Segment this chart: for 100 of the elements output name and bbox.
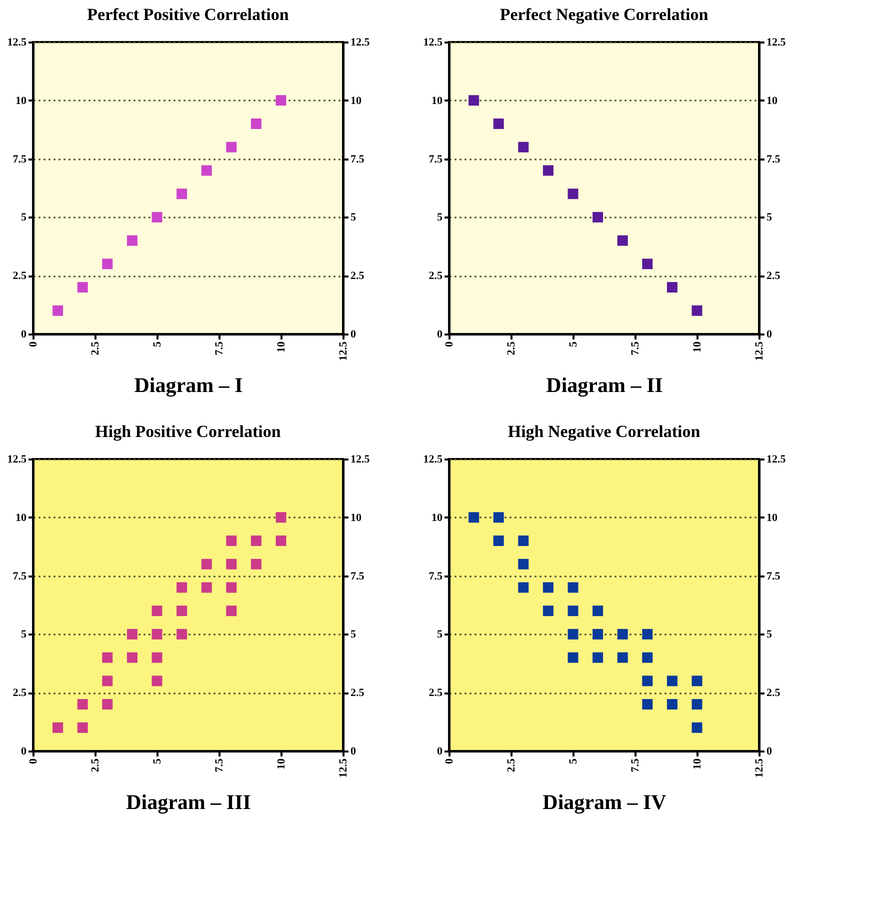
- y-tick-label: 10: [432, 94, 443, 107]
- y2-tick-label: 12.5: [350, 36, 370, 48]
- point: [226, 582, 237, 593]
- point: [152, 606, 162, 616]
- point: [568, 606, 578, 616]
- point: [542, 165, 554, 176]
- y2-tick-label: 5: [350, 212, 356, 224]
- y2-tick-label: 12.5: [766, 454, 786, 466]
- x-tick-label: 7.5: [214, 341, 226, 356]
- y2-tick-label: 10: [766, 512, 778, 524]
- y-tick-label: 12.5: [423, 454, 443, 466]
- point: [201, 558, 212, 570]
- y-tick-label: 2.5: [428, 270, 443, 282]
- point: [126, 628, 138, 640]
- y2-tick-label: 10: [350, 94, 362, 107]
- x-tick-label: 2.5: [90, 341, 102, 356]
- point: [176, 582, 188, 593]
- y2-tick-label: 2.5: [350, 687, 365, 700]
- y-tick-label: 5: [437, 628, 443, 641]
- point: [201, 165, 212, 176]
- point: [642, 258, 653, 270]
- point: [518, 582, 529, 593]
- x-tick-label: 5: [568, 341, 580, 347]
- chart-title: High Negative Correlation: [508, 422, 701, 441]
- point: [226, 606, 237, 616]
- point: [276, 95, 286, 106]
- point: [642, 699, 653, 710]
- x-tick-label: 12.5: [338, 341, 350, 361]
- point: [276, 536, 286, 546]
- point: [518, 558, 529, 570]
- point: [666, 676, 678, 686]
- point: [542, 582, 554, 593]
- point: [102, 258, 113, 270]
- x-tick-label: 10: [276, 758, 288, 770]
- point: [276, 512, 286, 523]
- y2-tick-label: 2.5: [766, 270, 781, 282]
- point: [493, 118, 504, 130]
- point: [77, 282, 88, 293]
- x-tick-label: 0: [28, 341, 40, 347]
- point: [642, 652, 653, 663]
- y2-tick-label: 10: [766, 94, 778, 107]
- point: [250, 118, 262, 130]
- point: [176, 606, 188, 616]
- point: [592, 652, 604, 663]
- chart-title: Perfect Positive Correlation: [87, 5, 290, 24]
- y2-tick-label: 2.5: [766, 687, 781, 700]
- point: [102, 676, 113, 686]
- point: [518, 536, 529, 546]
- point: [666, 699, 678, 710]
- y-tick-label: 7.5: [12, 153, 27, 166]
- point: [592, 606, 604, 616]
- point: [468, 512, 480, 523]
- point: [692, 722, 702, 733]
- point: [102, 699, 113, 710]
- x-tick-label: 5: [152, 341, 164, 347]
- y2-tick-label: 12.5: [766, 36, 786, 48]
- y2-tick-label: 7.5: [350, 570, 365, 582]
- y-tick-label: 12.5: [7, 454, 27, 466]
- y2-tick-label: 5: [350, 628, 356, 641]
- y-tick-label: 5: [21, 628, 27, 641]
- x-axis-title: Diagram – III: [126, 790, 251, 814]
- x-tick-label: 5: [152, 758, 164, 764]
- y2-tick-label: 5: [766, 212, 772, 224]
- point: [617, 628, 628, 640]
- point: [52, 722, 64, 733]
- y-tick-label: 12.5: [423, 36, 443, 48]
- y-tick-label: 7.5: [428, 570, 443, 582]
- point: [226, 142, 237, 152]
- point: [250, 536, 262, 546]
- point: [568, 652, 578, 663]
- point: [568, 628, 578, 640]
- y-tick-label: 2.5: [12, 270, 27, 282]
- x-tick-label: 2.5: [506, 758, 518, 772]
- y-tick-label: 12.5: [7, 36, 27, 48]
- y2-tick-label: 10: [350, 512, 362, 524]
- x-tick-label: 12.5: [338, 758, 350, 778]
- y2-tick-label: 7.5: [766, 570, 781, 582]
- x-tick-label: 12.5: [754, 758, 766, 778]
- point: [152, 628, 162, 640]
- y2-tick-label: 2.5: [350, 270, 365, 282]
- x-tick-label: 7.5: [214, 758, 226, 772]
- point: [152, 652, 162, 663]
- point: [692, 676, 702, 686]
- x-tick-label: 7.5: [630, 341, 642, 356]
- y-tick-label: 5: [21, 212, 27, 224]
- chart-title: Perfect Negative Correlation: [500, 5, 709, 24]
- y-tick-label: 2.5: [428, 687, 443, 700]
- point: [226, 558, 237, 570]
- y-tick-label: 7.5: [428, 153, 443, 166]
- x-tick-label: 2.5: [90, 758, 102, 772]
- point: [568, 582, 578, 593]
- point: [666, 282, 678, 293]
- x-tick-label: 10: [692, 341, 704, 352]
- y-tick-label: 7.5: [12, 570, 27, 582]
- point: [542, 606, 554, 616]
- point: [642, 628, 653, 640]
- x-tick-label: 5: [568, 758, 580, 764]
- point: [176, 628, 188, 640]
- point: [493, 512, 504, 523]
- y-tick-label: 10: [16, 512, 27, 524]
